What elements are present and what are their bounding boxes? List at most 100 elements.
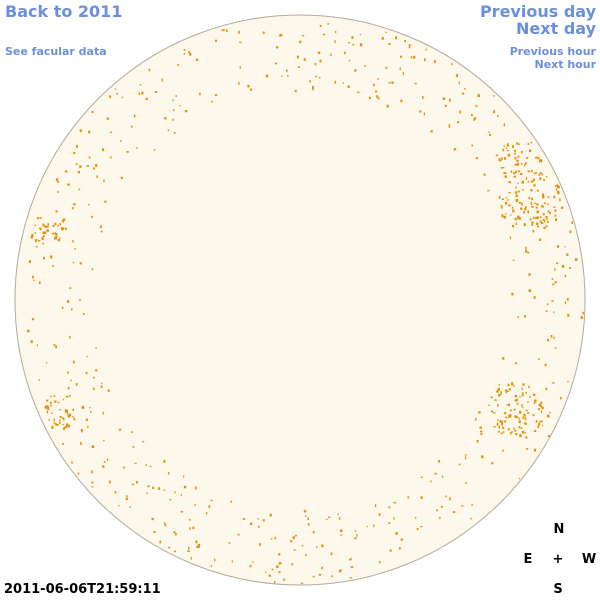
facula-speck <box>330 53 332 56</box>
facula-speck <box>339 569 341 573</box>
facula-speck <box>89 407 91 409</box>
facula-speck <box>500 420 503 423</box>
facula-speck <box>493 110 496 114</box>
facula-speck <box>303 510 307 513</box>
facula-speck <box>187 550 190 552</box>
facula-speck <box>461 92 465 95</box>
facula-speck <box>408 44 411 46</box>
facula-speck <box>515 362 518 365</box>
facula-speck <box>538 358 540 360</box>
facula-speck <box>533 448 537 452</box>
facula-speck <box>449 497 451 501</box>
facula-speck <box>163 460 166 463</box>
facula-speck <box>541 424 544 427</box>
facula-speck <box>500 393 502 396</box>
next-day-link[interactable]: Next day <box>516 19 596 38</box>
facula-speck <box>531 170 533 173</box>
facula-speck <box>208 505 211 508</box>
facula-speck <box>269 513 272 517</box>
back-to-year-link[interactable]: Back to 2011 <box>5 2 123 21</box>
facula-speck <box>305 554 307 557</box>
facula-speck <box>434 472 437 475</box>
see-facular-data-link[interactable]: See facular data <box>5 45 107 58</box>
facula-speck <box>515 170 517 173</box>
facula-speck <box>72 261 75 264</box>
compass-east-label: E <box>523 552 533 567</box>
facula-speck <box>153 149 156 151</box>
facula-speck <box>542 213 545 216</box>
facula-speck <box>525 177 528 180</box>
facula-speck <box>514 218 517 221</box>
facula-speck <box>555 188 558 191</box>
facula-speck <box>525 206 527 209</box>
facula-speck <box>549 411 551 414</box>
facula-speck <box>524 315 526 318</box>
facula-speck <box>32 275 34 279</box>
facula-speck <box>265 571 267 573</box>
facula-speck <box>515 222 518 225</box>
facula-speck <box>161 78 163 82</box>
facula-speck <box>53 418 55 422</box>
next-hour-link[interactable]: Next hour <box>534 58 597 71</box>
facula-speck <box>109 131 113 133</box>
facula-speck <box>511 225 515 228</box>
facula-speck <box>515 198 519 201</box>
facula-speck <box>44 231 47 235</box>
facula-speck <box>141 91 144 95</box>
facula-speck <box>536 202 538 205</box>
facula-speck <box>238 30 240 34</box>
facula-speck <box>163 489 166 491</box>
compass-west-label: W <box>581 552 597 567</box>
facula-speck <box>78 188 81 191</box>
facula-speck <box>366 525 368 528</box>
facula-speck <box>328 516 331 519</box>
facula-speck <box>523 211 525 214</box>
previous-day-link[interactable]: Previous day <box>479 2 596 21</box>
facula-speck <box>118 505 120 507</box>
facula-speck <box>55 233 58 236</box>
facula-speck <box>543 179 546 181</box>
facula-speck <box>520 207 523 210</box>
facula-speck <box>564 301 567 305</box>
facula-speck <box>351 36 354 39</box>
facula-speck <box>75 383 78 386</box>
facula-speck <box>453 148 456 151</box>
solar-disk <box>14 14 586 586</box>
facula-speck <box>340 534 342 536</box>
facula-speck <box>34 224 36 226</box>
facula-speck <box>168 546 171 549</box>
facula-speck <box>559 198 561 201</box>
facula-speck <box>517 182 519 185</box>
facula-speck <box>51 232 55 235</box>
facula-speck <box>95 347 97 349</box>
facula-speck <box>539 238 542 241</box>
facula-speck <box>566 298 569 301</box>
facula-speck <box>534 217 537 219</box>
facula-speck <box>169 499 172 501</box>
facula-speck <box>513 408 516 411</box>
facula-speck <box>498 158 501 161</box>
facula-speck <box>497 419 499 422</box>
facula-speck <box>62 219 65 223</box>
facula-speck <box>259 543 261 546</box>
facula-speck <box>134 462 137 464</box>
facula-speck <box>88 156 91 159</box>
facula-speck <box>519 434 522 438</box>
facula-speck <box>388 522 391 524</box>
facula-speck <box>515 432 518 436</box>
facula-speck <box>54 232 56 235</box>
facula-speck <box>350 566 354 569</box>
facula-speck <box>532 229 535 233</box>
facula-speck <box>505 197 508 199</box>
facula-speck <box>519 410 522 414</box>
facula-speck <box>524 431 526 434</box>
facula-speck <box>475 417 477 421</box>
facula-speck <box>505 213 507 215</box>
facula-speck <box>442 97 446 100</box>
facula-speck <box>423 112 425 116</box>
previous-hour-link[interactable]: Previous hour <box>509 45 596 58</box>
facula-speck <box>501 423 503 426</box>
facula-speck <box>425 48 427 51</box>
facula-speck <box>100 230 103 233</box>
facula-speck <box>375 504 377 507</box>
